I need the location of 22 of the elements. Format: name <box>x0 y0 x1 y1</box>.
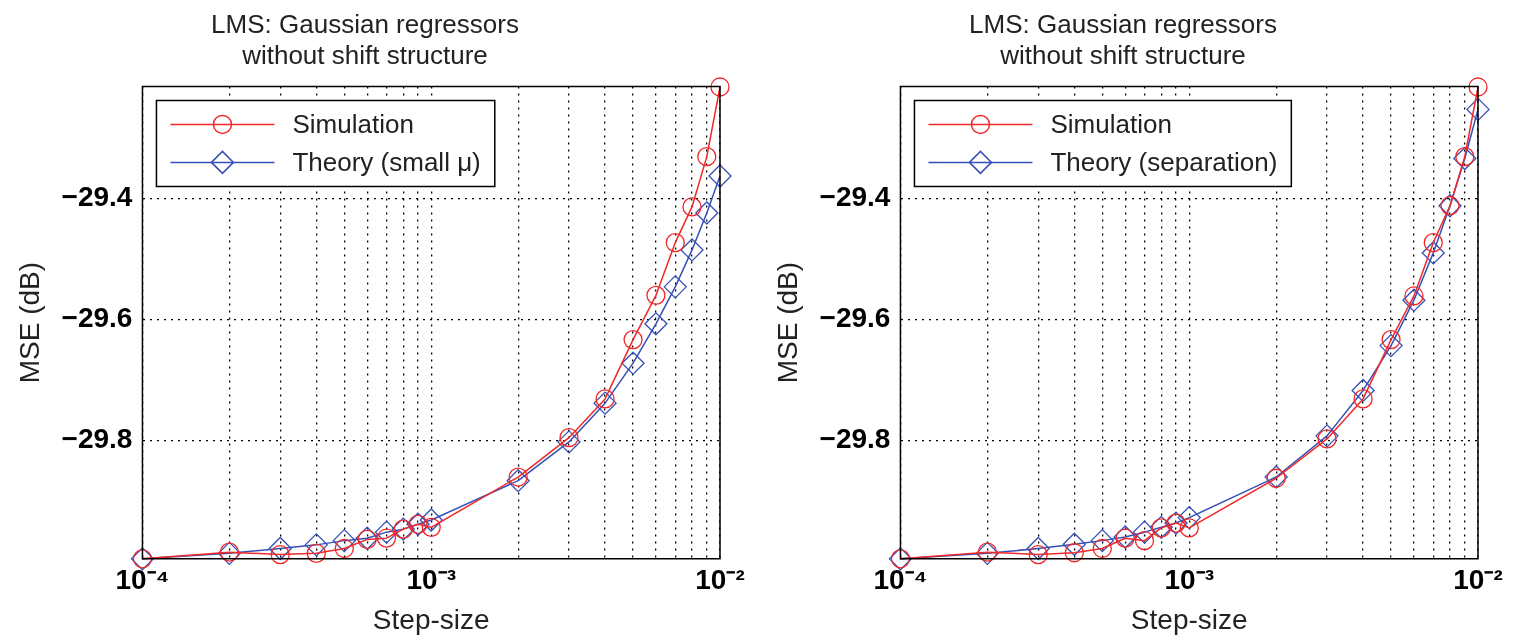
x-tick-label: 10⁻² <box>1453 564 1503 596</box>
x-tick-label: 10⁻² <box>695 564 745 596</box>
chart-title: LMS: Gaussian regressors without shift structure <box>211 8 519 70</box>
x-tick-label: 10⁻⁴ <box>115 564 170 596</box>
legend-label: Simulation <box>1050 108 1172 139</box>
y-tick-label: −29.8 <box>61 423 133 455</box>
y-tick-label: −29.8 <box>819 423 891 455</box>
y-tick-label: −29.4 <box>819 181 891 213</box>
y-tick-label: −29.4 <box>61 181 133 213</box>
x-tick-label: 10⁻⁴ <box>873 564 928 596</box>
x-axis-title: Step-size <box>372 603 490 635</box>
legend-label: Theory (small μ) <box>292 146 481 177</box>
legend-label: Theory (separation) <box>1050 146 1278 177</box>
x-tick-label: 10⁻³ <box>406 564 456 596</box>
y-axis-title: MSE (dB) <box>771 261 803 384</box>
chart-title: LMS: Gaussian regressors without shift structure <box>969 8 1277 70</box>
x-axis-title: Step-size <box>1130 603 1248 635</box>
legend-label: Simulation <box>292 108 414 139</box>
x-tick-label: 10⁻³ <box>1164 564 1214 596</box>
y-axis-title: MSE (dB) <box>13 261 45 384</box>
y-tick-label: −29.6 <box>819 302 891 334</box>
y-tick-label: −29.6 <box>61 302 133 334</box>
